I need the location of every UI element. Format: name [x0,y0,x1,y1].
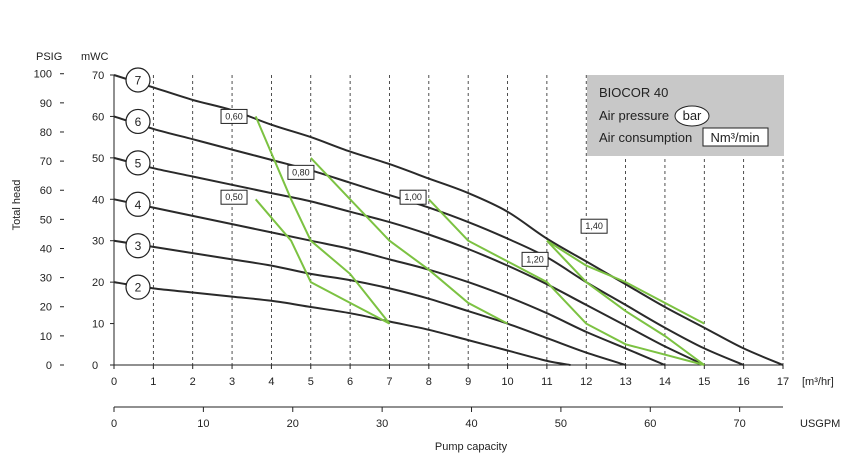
curve-label-circle [125,274,151,300]
x-m3hr-tick-label: 3 [229,376,235,388]
air-label-text: 0,60 [225,111,243,121]
pump-curve-5 [113,156,705,366]
x-m3hr-tick-label: 10 [501,376,513,388]
air-label-box [287,164,315,180]
x-m3hr-tick-label: 9 [465,376,471,388]
y-mwc-tick-label: 20 [92,277,104,289]
x-usgpm-tick-label: 20 [287,418,299,430]
curve-label-circle [125,67,151,93]
pump-curve-4 [113,198,666,366]
curve-label-text: 5 [135,156,142,170]
air-label-text: 0,80 [292,167,310,177]
air-line-1,40 [546,239,705,325]
y-right-unit: mWC [81,51,109,63]
y-psig-tick-label: 30 [40,273,52,285]
x-m3hr-tick-label: 5 [308,376,314,388]
curve-labels: 7 6 5 4 3 2 0,60 0,80 0,50 1,00 1,20 1,40 [125,67,608,300]
pump-curve-2 [113,281,571,366]
x-usgpm-tick-label: 70 [734,418,746,430]
y-psig-tick-label: 50 [40,214,52,226]
curve-label-circle [125,233,151,259]
x-usgpm-tick-label: 30 [376,418,388,430]
y-psig-tick-label: 20 [40,302,52,314]
air-line-0,60 [254,116,391,325]
legend: BIOCOR 40 Air pressure bar Air consumpti… [587,75,784,156]
grid [152,75,784,365]
air-line-1,00 [428,198,705,366]
x-axis-label: Pump capacity [435,441,508,453]
x-usgpm-tick-label: 60 [644,418,656,430]
air-consumption-lines [254,116,705,366]
x-usgpm-tick-label: 50 [555,418,567,430]
y-mwc-tick-label: 50 [92,153,104,165]
x-bottom-unit: USGPM [800,418,840,430]
air-label-box [220,108,248,124]
air-label-box [399,189,427,205]
air-label-text: 1,40 [585,221,603,231]
air-line-1,20 [546,240,705,366]
y-psig-tick-label: 70 [40,156,52,168]
air-label-box [220,189,248,205]
x-m3hr-tick-label: 6 [347,376,353,388]
x-top-unit: [m³/hr] [802,376,834,388]
y-psig-tick-label: 0 [46,360,52,372]
curve-label-text: 2 [135,281,142,295]
x-m3hr-tick-label: 7 [386,376,392,388]
y-psig-tick-label: 10 [40,331,52,343]
air-line-0,80 [310,157,508,325]
curve-label-text: 3 [135,239,142,253]
legend-air-consumption-label: Air consumption [599,130,692,145]
x-m3hr-tick-label: 17 [777,376,789,388]
curve-label-text: 6 [135,115,142,129]
air-label-box [521,251,549,267]
curve-label-text: 7 [135,74,142,88]
x-m3hr-tick-label: 13 [619,376,631,388]
x-m3hr-tick-label: 11 [541,376,552,388]
legend-air-pressure-label: Air pressure [599,108,669,123]
y-mwc-tick-label: 0 [92,360,98,372]
y-mwc-tick-label: 40 [92,194,104,206]
curve-label-circle [125,191,151,217]
x-m3hr-tick-label: 2 [190,376,196,388]
air-label-box [580,218,608,234]
curve-label-text: 4 [135,198,142,212]
air-line-0,50 [254,198,390,325]
x-m3hr-tick-label: 8 [426,376,432,388]
y-psig-tick-label: 60 [40,185,52,197]
legend-air-consumption-badge [702,127,769,147]
y-mwc-tick-label: 60 [92,111,104,123]
y-axis-label: Total head [11,180,23,231]
x-m3hr-tick-label: 12 [580,376,592,388]
x-usgpm-tick-label: 40 [465,418,477,430]
air-label-text: 1,00 [404,192,422,202]
air-label-text: 0,50 [225,192,243,202]
x-usgpm-tick-label: 10 [197,418,209,430]
y-mwc-tick-label: 30 [92,236,104,248]
y-psig-tick-label: 90 [40,98,52,110]
y-mwc-tick-label: 70 [92,70,104,82]
air-label-text: 1,20 [526,254,544,264]
x-m3hr-tick-label: 16 [738,376,750,388]
x-m3hr-tick-label: 1 [150,376,156,388]
x-m3hr-tick-label: 15 [698,376,710,388]
x-m3hr-tick-label: 4 [268,376,274,388]
y-mwc-tick-label: 10 [92,319,104,331]
x-m3hr-tick-label: 0 [111,376,117,388]
legend-air-pressure-badge [674,105,710,127]
curve-label-circle [125,150,151,176]
legend-air-consumption-unit: Nm³/min [710,130,759,145]
y-psig-tick-label: 80 [40,127,52,139]
pump-curve-3 [113,239,626,366]
y-psig-tick-label: 100 [34,69,52,81]
legend-air-pressure-unit: bar [683,108,702,123]
x-m3hr-tick-label: 14 [659,376,671,388]
legend-title: BIOCOR 40 [599,85,668,100]
y-psig-tick-label: 40 [40,243,52,255]
y-left-unit: PSIG [36,51,62,63]
curve-label-circle [125,108,151,135]
x-usgpm-tick-label: 0 [111,418,117,430]
pump-curve-6 [113,115,744,366]
